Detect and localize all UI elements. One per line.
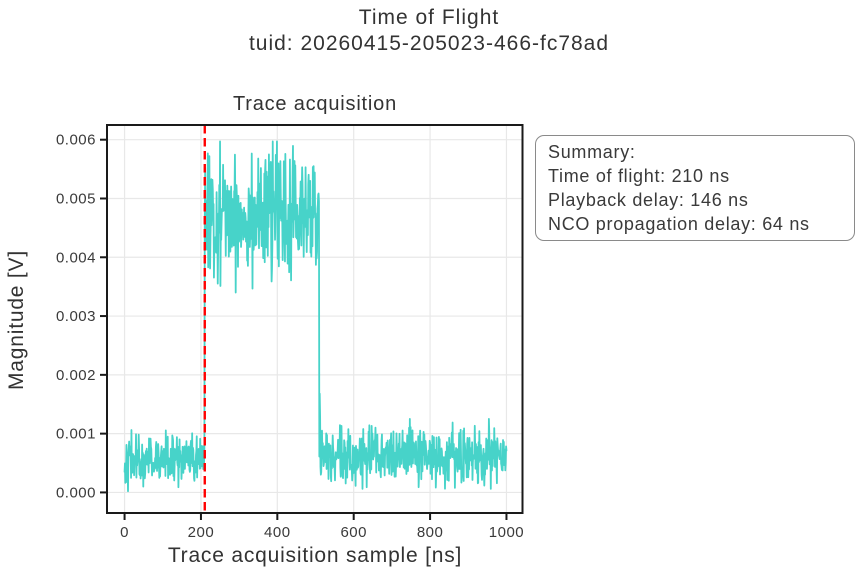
summary-time-of-flight: Time of flight: 210 ns <box>548 166 730 186</box>
summary-heading: Summary: <box>548 142 636 162</box>
axes-title: Trace acquisition <box>232 93 398 115</box>
x-tick-label: 1000 <box>489 524 524 541</box>
x-tick-label: 400 <box>264 524 291 541</box>
summary-playback-delay: Playback delay: 146 ns <box>548 190 749 210</box>
y-tick-label: 0.002 <box>56 367 96 384</box>
summary-nco-delay: NCO propagation delay: 64 ns <box>548 214 810 234</box>
x-tick-label: 0 <box>120 524 129 541</box>
y-tick-label: 0.005 <box>56 190 96 207</box>
x-axis-label: Trace acquisition sample [ns] <box>167 544 463 567</box>
y-axis-label: Magnitude [V] <box>5 250 28 390</box>
plot-border <box>106 124 524 514</box>
trace-path <box>123 140 508 493</box>
y-tick-label: 0.006 <box>56 132 96 149</box>
summary-box: Summary: Time of flight: 210 ns Playback… <box>535 135 855 241</box>
y-tick-label: 0.004 <box>56 249 96 266</box>
x-tick-label: 600 <box>340 524 367 541</box>
y-tick-label: 0.000 <box>56 484 96 501</box>
y-tick-label: 0.003 <box>56 308 96 325</box>
y-tick-label: 0.001 <box>56 426 96 443</box>
figure-title: Time of Flight <box>358 6 500 29</box>
x-tick-label: 200 <box>188 524 215 541</box>
x-tick-label: 800 <box>417 524 444 541</box>
figure-subtitle: tuid: 20260415-205023-466-fc78ad <box>248 32 610 55</box>
